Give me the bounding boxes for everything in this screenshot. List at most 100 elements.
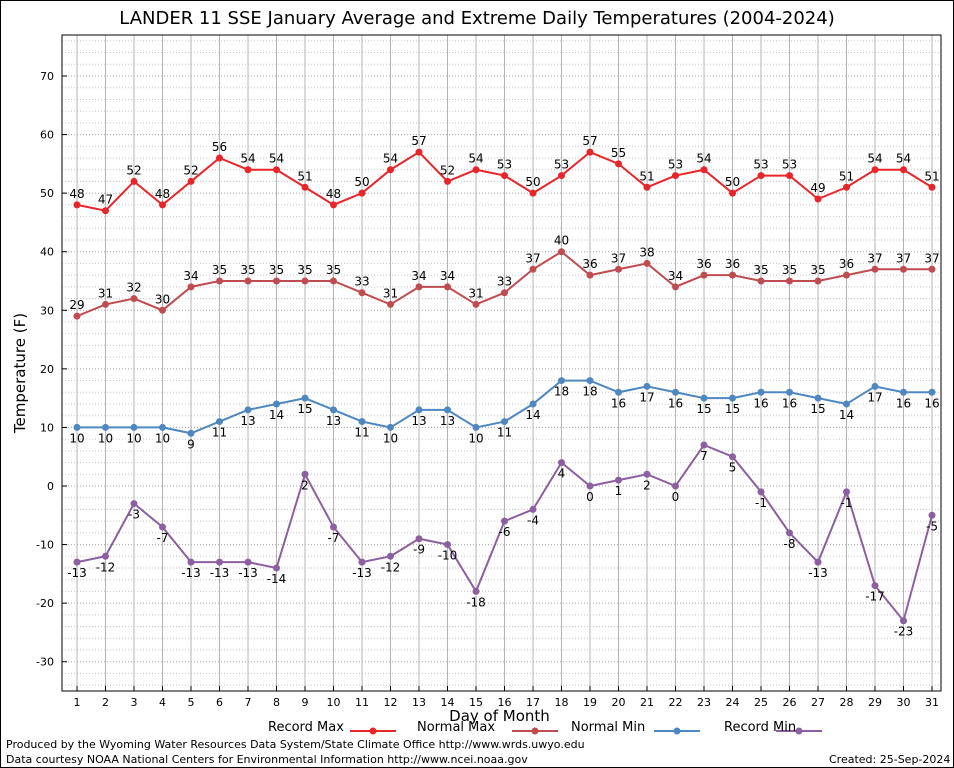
- series-normal-max: 29 31 32 30 34 35 35 35 35 35 33 31 34 34 31 33 37 40 36 37…: [69, 234, 940, 320]
- data-label: -1: [755, 496, 767, 510]
- data-point: [415, 535, 423, 543]
- data-label: -3: [128, 508, 140, 522]
- data-label: 51: [839, 169, 854, 183]
- chart-title: LANDER 11 SSE January Average and Extrem…: [119, 8, 835, 29]
- data-point: [415, 148, 423, 156]
- x-tick-label: 26: [783, 696, 797, 709]
- data-point: [814, 195, 822, 203]
- data-point: [102, 552, 109, 560]
- x-tick-label: 31: [925, 696, 939, 709]
- data-point: [472, 423, 480, 431]
- data-point: [786, 172, 793, 180]
- legend-swatch-marker: [531, 727, 539, 735]
- data-label: 2: [643, 478, 651, 492]
- data-label: 53: [782, 158, 797, 172]
- data-point: [102, 207, 109, 215]
- data-point: [358, 289, 366, 297]
- data-label: -13: [808, 566, 828, 580]
- plot-border: [61, 34, 942, 692]
- data-point: [814, 394, 822, 402]
- data-point: [700, 271, 708, 279]
- x-tick-label: 23: [697, 696, 711, 709]
- series-record-min: -13 -12-3-7-13 -13 -13 -142-7-13 -12-9 -10-18-…: [67, 441, 938, 639]
- data-point: [900, 617, 907, 625]
- x-tick-label: 30: [897, 696, 911, 709]
- data-label: 37: [924, 251, 939, 265]
- data-label: 57: [582, 134, 597, 148]
- data-point: [73, 558, 81, 566]
- data-point: [159, 306, 166, 314]
- data-label: 10: [69, 431, 84, 445]
- data-label: 51: [297, 169, 312, 183]
- x-tick-label: 18: [555, 696, 569, 709]
- data-point: [216, 558, 223, 566]
- data-label: 48: [326, 187, 341, 201]
- data-point: [871, 582, 879, 590]
- data-point: [330, 277, 337, 285]
- data-point: [244, 406, 252, 414]
- data-point: [900, 166, 907, 174]
- data-point: [814, 558, 822, 566]
- legend-label-record-max: Record Max: [268, 720, 344, 735]
- data-point: [187, 558, 195, 566]
- data-label: 34: [668, 269, 683, 283]
- data-point: [615, 476, 622, 484]
- data-point: [672, 283, 679, 291]
- data-label: 54: [696, 152, 711, 166]
- data-label: 9: [187, 437, 195, 451]
- data-label: 7: [700, 449, 708, 463]
- data-label: 11: [212, 426, 227, 440]
- data-point: [501, 517, 508, 525]
- y-axis-label: Temperature (F): [11, 313, 29, 434]
- data-point: [159, 523, 166, 531]
- data-label: 2: [301, 478, 309, 492]
- data-label: 0: [672, 490, 680, 504]
- data-point: [130, 177, 138, 185]
- data-label: 50: [725, 175, 740, 189]
- data-label: -7: [157, 531, 169, 545]
- data-point: [159, 423, 166, 431]
- data-point: [358, 558, 366, 566]
- data-point: [244, 277, 252, 285]
- data-label: 53: [497, 158, 512, 172]
- data-label: 54: [867, 152, 882, 166]
- data-point: [330, 201, 337, 209]
- data-point: [586, 482, 594, 490]
- data-label: 35: [297, 263, 312, 277]
- x-tick-label: 2: [102, 696, 109, 709]
- y-tick-label: -10: [36, 539, 54, 552]
- data-label: 15: [696, 402, 711, 416]
- data-point: [558, 248, 565, 256]
- legend-swatch-marker: [673, 727, 681, 735]
- data-point: [501, 418, 508, 426]
- data-label: 15: [725, 402, 740, 416]
- data-point: [871, 166, 879, 174]
- data-label: 52: [440, 163, 455, 177]
- data-point: [273, 564, 280, 572]
- data-point: [643, 470, 651, 478]
- data-label: 5: [729, 461, 737, 475]
- data-label: -10: [438, 549, 458, 563]
- data-label: 16: [611, 396, 626, 410]
- data-label: 57: [411, 134, 426, 148]
- data-point: [586, 148, 594, 156]
- data-label: -12: [381, 560, 401, 574]
- data-label: 36: [725, 257, 740, 271]
- data-point: [928, 265, 936, 273]
- data-label: 10: [468, 431, 483, 445]
- data-label: 14: [525, 408, 540, 422]
- data-point: [130, 423, 138, 431]
- x-tick-label: 29: [868, 696, 882, 709]
- x-tick-label: 27: [811, 696, 825, 709]
- data-label: 54: [468, 152, 483, 166]
- data-point: [529, 189, 537, 197]
- data-point: [643, 183, 651, 191]
- data-point: [102, 300, 109, 308]
- data-label: 13: [411, 414, 426, 428]
- data-label: -1: [841, 496, 853, 510]
- x-tick-label: 19: [583, 696, 597, 709]
- legend-label-normal-min: Normal Min: [571, 720, 646, 735]
- data-point: [843, 183, 850, 191]
- x-tick-label: 14: [441, 696, 455, 709]
- data-point: [216, 418, 223, 426]
